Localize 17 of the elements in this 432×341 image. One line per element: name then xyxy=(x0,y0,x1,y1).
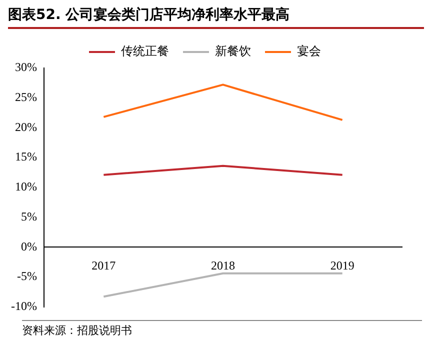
y-tick-label: 25% xyxy=(14,90,37,104)
legend-label: 宴会 xyxy=(297,44,321,58)
legend-label: 新餐饮 xyxy=(215,44,251,58)
x-tick-label: 2017 xyxy=(92,258,116,272)
y-tick-label: -5% xyxy=(16,269,37,284)
text: 资料来源：招股说明书 xyxy=(22,320,422,338)
x-tick-label: 2018 xyxy=(210,258,235,272)
legend-label: 传统正餐 xyxy=(121,44,169,58)
y-tick-label: -10% xyxy=(10,298,37,313)
y-tick-label: 30% xyxy=(14,60,37,74)
y-tick-label: 10% xyxy=(14,180,37,194)
x-tick-label: 2019 xyxy=(330,258,354,272)
chart-title: 图表52. 公司宴会类门店平均净利率水平最高 xyxy=(8,6,424,29)
y-tick-label: 5% xyxy=(20,209,37,224)
y-tick-label: 0% xyxy=(20,239,37,254)
y-tick-label: 20% xyxy=(14,120,37,134)
y-tick-label: 15% xyxy=(14,150,37,164)
